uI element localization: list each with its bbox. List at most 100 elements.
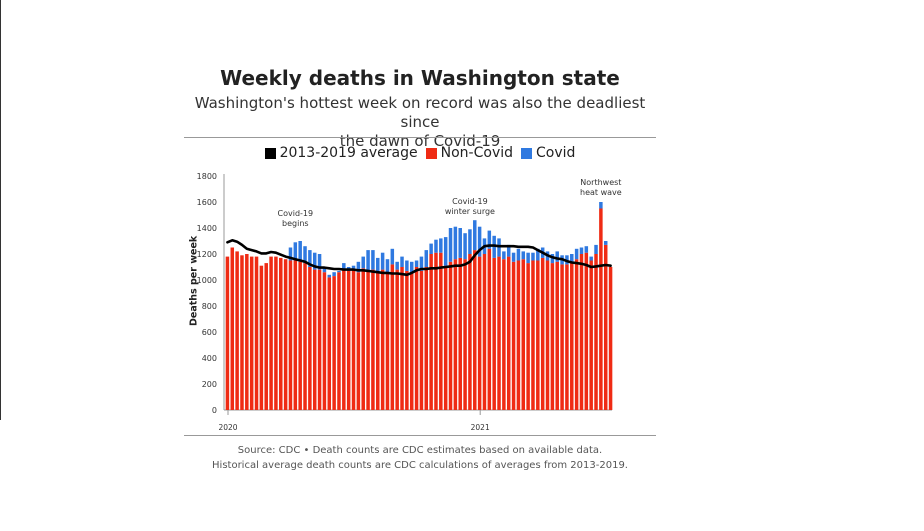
header-divider (184, 137, 656, 138)
bar-non-covid (225, 256, 230, 410)
bar-non-covid (380, 269, 385, 410)
bar-non-covid (526, 263, 530, 410)
bar-non-covid (536, 260, 540, 410)
bar-non-covid (531, 260, 535, 410)
bar-covid (414, 260, 419, 267)
bar-non-covid (264, 263, 268, 410)
y-tick-label: 200 (202, 380, 217, 389)
bar-non-covid (511, 261, 516, 410)
bar-non-covid (400, 267, 404, 410)
bar-non-covid (468, 254, 472, 410)
bar-non-covid (327, 277, 332, 410)
bar-non-covid (555, 261, 559, 410)
bar-covid (332, 272, 336, 277)
bar-non-covid (274, 256, 278, 410)
bar-non-covid (424, 267, 429, 410)
x-tick-label: 2021 (471, 423, 490, 432)
y-tick-label: 600 (202, 328, 217, 337)
bar-non-covid (482, 254, 487, 410)
legend-item-non-covid: Non-Covid (425, 145, 514, 161)
bar-covid (453, 226, 458, 260)
left-border-line (0, 0, 1, 420)
bar-covid (322, 268, 327, 273)
bar-covid (405, 260, 409, 271)
bar-covid (424, 250, 429, 267)
bar-non-covid (439, 252, 443, 410)
y-tick-label: 0 (212, 406, 217, 415)
legend-label-average: 2013-2019 average (279, 145, 418, 161)
bar-covid (317, 254, 322, 270)
source-line-1: Source: CDC • Death counts are CDC estim… (237, 445, 603, 456)
bar-covid (366, 250, 370, 271)
bar-non-covid (395, 269, 399, 410)
bar-covid (599, 202, 603, 209)
bar-non-covid (303, 263, 307, 410)
bar-non-covid (603, 244, 608, 410)
legend-label-non-covid: Non-Covid (440, 145, 514, 161)
bar-non-covid (574, 259, 579, 410)
bar-non-covid (317, 269, 322, 410)
bar-non-covid (293, 260, 298, 410)
subtitle-line-1: Washington's hottest week on record was … (194, 94, 646, 131)
bar-non-covid (351, 269, 356, 410)
bar-non-covid (516, 260, 521, 410)
legend-swatch-average (264, 147, 276, 159)
bar-non-covid (342, 269, 346, 410)
bar-covid (531, 252, 535, 261)
bar-non-covid (346, 270, 351, 410)
bar-covid (458, 228, 462, 258)
bar-covid (390, 248, 395, 265)
y-tick-label: 800 (202, 302, 217, 311)
footer-divider (184, 435, 656, 436)
bar-non-covid (521, 259, 526, 410)
bar-non-covid (570, 263, 574, 410)
bar-covid (536, 248, 540, 261)
bar-non-covid (560, 264, 564, 410)
annotation-label: winter surge (445, 207, 495, 216)
bar-non-covid (356, 272, 361, 410)
chart-legend: 2013-2019 average Non-Covid Covid (184, 145, 656, 161)
bar-non-covid (366, 270, 370, 410)
bar-non-covid (506, 256, 511, 410)
chart-title: Weekly deaths in Washington state (220, 66, 620, 90)
annotation-label: heat wave (580, 188, 622, 197)
bar-covid (419, 256, 424, 271)
y-tick-label: 1000 (197, 276, 217, 285)
bar-covid (589, 256, 593, 261)
bar-non-covid (443, 265, 448, 410)
bar-non-covid (487, 248, 492, 410)
bar-covid (477, 226, 482, 257)
bar-non-covid (259, 265, 264, 410)
bar-non-covid (405, 270, 409, 410)
bar-non-covid (584, 252, 589, 410)
bar-covid (506, 244, 511, 257)
bar-non-covid (463, 259, 467, 410)
bar-covid (288, 247, 293, 261)
bar-non-covid (497, 256, 501, 410)
bar-non-covid (565, 264, 569, 410)
bar-covid (361, 256, 365, 269)
bar-non-covid (594, 254, 598, 410)
y-tick-label: 1400 (197, 224, 217, 233)
bar-non-covid (429, 254, 433, 410)
x-tick-label: 2020 (218, 423, 237, 432)
bar-non-covid (376, 272, 380, 410)
bar-non-covid (419, 270, 424, 410)
bar-non-covid (550, 263, 555, 410)
source-line-2: Historical average death counts are CDC … (212, 460, 628, 471)
legend-swatch-non-covid (425, 147, 437, 159)
bar-covid (603, 241, 608, 245)
bar-non-covid (589, 260, 593, 410)
bar-non-covid (308, 267, 312, 410)
bar-non-covid (245, 254, 249, 410)
bar-non-covid (249, 256, 254, 410)
bar-covid (380, 252, 385, 270)
bar-non-covid (298, 261, 302, 410)
source-note: Source: CDC • Death counts are CDC estim… (184, 443, 656, 473)
bar-non-covid (288, 260, 293, 410)
bar-covid (409, 261, 414, 273)
bar-covid (439, 238, 443, 253)
bar-covid (308, 250, 312, 267)
annotation-label: Covid-19 (452, 197, 488, 206)
